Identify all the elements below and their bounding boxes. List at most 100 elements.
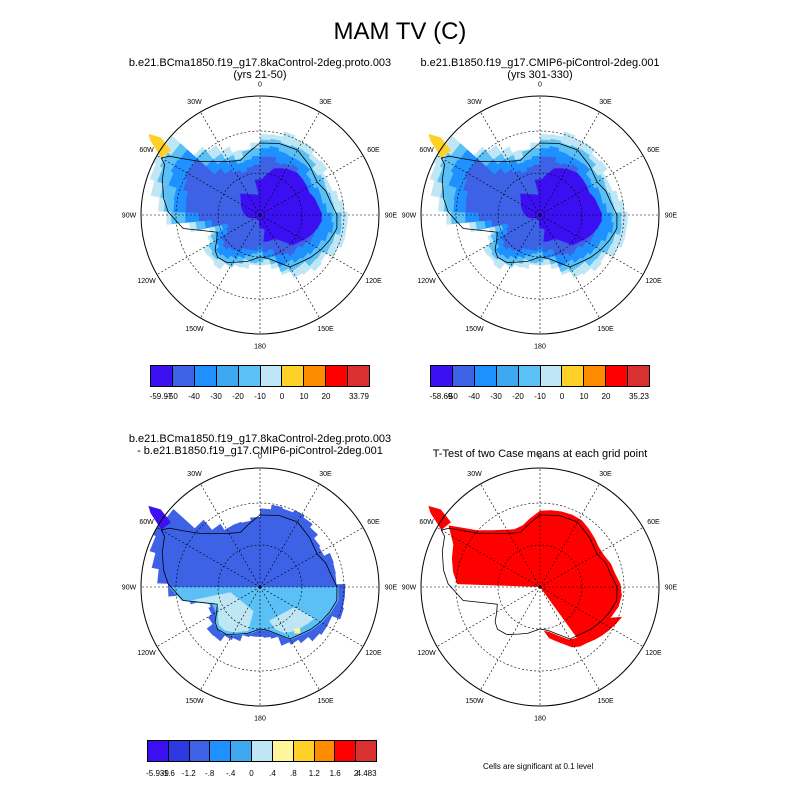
latitude-circle [175, 130, 345, 300]
latitude-circle [217, 172, 303, 258]
longitude-label: 90E [665, 213, 678, 220]
longitude-label: 150W [465, 326, 484, 333]
longitude-label: 30E [319, 471, 332, 478]
significance-footnote: Cells are significant at 0.1 level [483, 762, 594, 771]
colorbar-tick-label: -30 [490, 392, 502, 401]
latitude-circle [175, 502, 345, 672]
colorbar-tick-label: -5.939 [146, 769, 169, 778]
colorbar-swatch [172, 366, 195, 386]
colorbar-case2-labels: -58.69 -50 -40 -30 -20 -10 0 10 20 35.23 [430, 392, 650, 404]
longitude-label: 120W [137, 650, 156, 657]
longitude-label: 90E [665, 585, 678, 592]
colorbar-swatch [496, 366, 519, 386]
coastline [160, 514, 338, 640]
longitude-label: 30E [599, 99, 612, 106]
longitude-label: 150W [465, 698, 484, 705]
colorbar-swatch [282, 366, 305, 386]
colorbar-case2 [430, 365, 650, 387]
colorbar-tick-label: -50 [446, 392, 458, 401]
colorbar-swatch [335, 741, 357, 761]
panel-3-title: b.e21.BCma1850.f19_g17.8kaControl-2deg.p… [80, 433, 440, 457]
colorbar-tick-label: 1.6 [329, 769, 341, 778]
polar-map-case2: 0 30E 60E 90E 120E 150E 180 150W 120W 90W 60W 30W [402, 82, 678, 351]
colorbar-swatch [293, 741, 315, 761]
colorbar-tick-label: 4.483 [356, 769, 377, 778]
colorbar-tick-label: 20 [321, 392, 331, 401]
longitude-label: 180 [534, 344, 546, 351]
longitude-label: 0 [258, 82, 262, 89]
longitude-label: 120E [365, 650, 382, 657]
colorbar-swatch [194, 366, 217, 386]
panel-1-title-line1: b.e21.BCma1850.f19_g17.8kaControl-2deg.p… [128, 57, 392, 69]
difference-pale-field [269, 607, 315, 634]
longitude-label: 150E [317, 326, 334, 333]
colorbar-tick-label: 1.2 [308, 769, 320, 778]
colorbar-swatch [168, 741, 190, 761]
longitude-label: 90W [122, 213, 137, 220]
map-border-circle [140, 467, 380, 707]
peninsula-difference-field [148, 505, 171, 530]
colorbar-tick-label: -20 [512, 392, 524, 401]
longitude-label: 60E [647, 147, 660, 154]
colorbar-swatch [562, 366, 585, 386]
colorbar-swatch [260, 366, 283, 386]
figure-title: MAM TV (C) [333, 18, 467, 45]
colorbar-tick-label: 0 [279, 392, 285, 401]
longitude-label: 90W [402, 213, 417, 220]
colorbar-swatch [606, 366, 629, 386]
longitude-label: 120W [417, 278, 436, 285]
colorbar-tick-label: 0 [559, 392, 565, 401]
coastline [160, 142, 338, 268]
longitude-label: 90E [385, 585, 398, 592]
panel-4-title-line1: T-Test of two Case means at each grid po… [432, 448, 648, 460]
colorbar-swatch [216, 366, 239, 386]
colorbar-swatch [151, 366, 173, 386]
coastline [440, 142, 618, 268]
significant-cells-field [448, 510, 622, 640]
longitude-label: 180 [254, 344, 266, 351]
longitude-label: 60W [419, 147, 434, 154]
colorbar-tick-label: -1.6 [161, 769, 175, 778]
panel-4-title: T-Test of two Case means at each grid po… [360, 448, 720, 460]
difference-pale-field [190, 592, 254, 633]
colorbar-tick-label: -10 [254, 392, 266, 401]
longitude-label: 150E [317, 698, 334, 705]
colorbar-swatch [272, 741, 294, 761]
longitude-label: 60E [647, 519, 660, 526]
colorbar-tick-label: -10 [534, 392, 546, 401]
map-border-circle [420, 467, 660, 707]
panel-3-title-line2: - b.e21.B1850.f19_g17.CMIP6-piControl-2d… [137, 445, 383, 457]
colorbar-swatch [238, 366, 261, 386]
difference-positive-cell [294, 628, 301, 634]
colorbar-tick-label: -.8 [205, 769, 215, 778]
longitude-label: 0 [538, 454, 542, 461]
colorbar-tick-label: -40 [468, 392, 480, 401]
colorbar-tick-label: 20 [601, 392, 611, 401]
peninsula-warm-field [148, 133, 171, 158]
latitude-circle [497, 172, 583, 258]
longitude-label: 90E [385, 213, 398, 220]
colorbar-case1 [150, 365, 370, 387]
panel-2-title: b.e21.B1850.f19_g17.CMIP6-piControl-2deg… [360, 57, 720, 81]
colorbar-swatch [326, 366, 349, 386]
colorbar-swatch [304, 366, 327, 386]
significant-cells-arc [543, 616, 623, 648]
longitude-label: 30E [319, 99, 332, 106]
colorbar-tick-label: .8 [290, 769, 297, 778]
meridian-line [480, 586, 541, 691]
coastline [440, 514, 618, 640]
plateau-temp-field [520, 168, 602, 246]
colorbar-swatch [518, 366, 541, 386]
longitude-label: 150W [185, 698, 204, 705]
colorbar-swatch [252, 741, 273, 761]
longitude-label: 60W [139, 519, 154, 526]
colorbar-tick-label: 10 [299, 392, 309, 401]
panel-2-title-line2: (yrs 301-330) [507, 69, 573, 81]
longitude-label: 0 [258, 454, 262, 461]
colorbar-tick-label: 0 [249, 769, 254, 778]
longitude-label: 60W [139, 147, 154, 154]
colorbar-tick-label: -20 [232, 392, 244, 401]
colorbar-swatch [540, 366, 563, 386]
plateau-temp-field [240, 168, 322, 246]
colorbar-tick-label: -59.97 [149, 392, 173, 401]
